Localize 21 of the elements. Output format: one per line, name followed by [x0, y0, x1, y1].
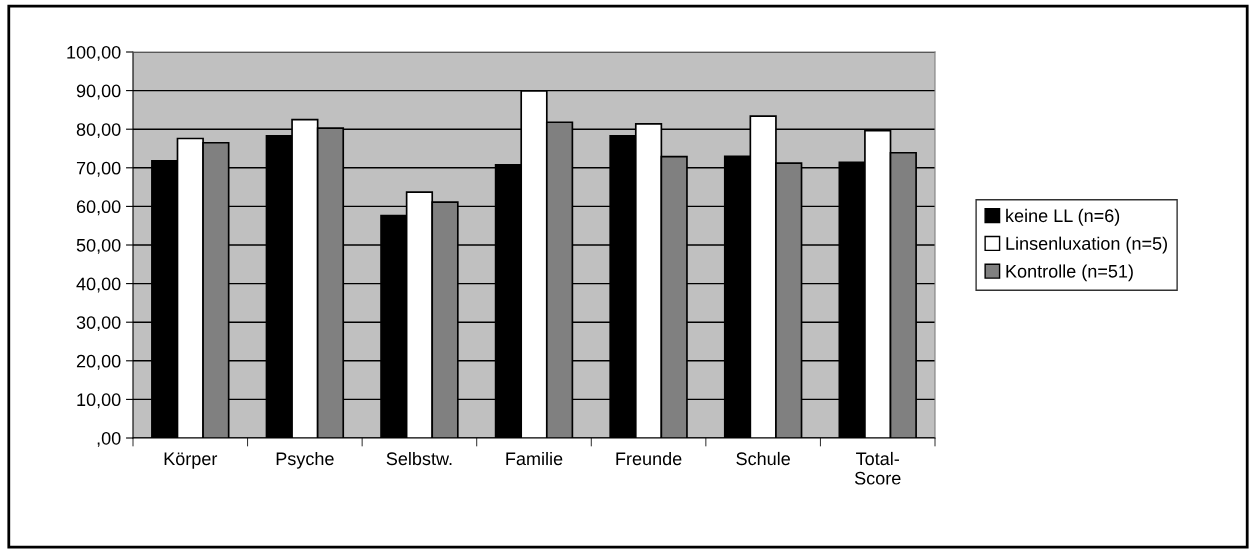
y-tick-label: 40,00: [76, 277, 121, 293]
x-tick-label: Körper: [164, 452, 218, 469]
legend-label: Linsenluxation (n=5): [1006, 236, 1167, 254]
y-tick-label: 90,00: [76, 84, 121, 100]
y-tick-label: 70,00: [76, 161, 121, 177]
x-tick-label: Psyche: [276, 451, 334, 469]
x-tick-label: Schule: [736, 451, 790, 466]
x-tick-label: Selbstw.: [386, 451, 452, 466]
y-tick-label: 80,00: [76, 123, 121, 139]
y-tick-label: 20,00: [76, 354, 121, 370]
y-tick-label: ,00: [97, 431, 121, 447]
y-tick-label: 30,00: [76, 316, 121, 332]
x-tick-label: Total- Score: [854, 451, 901, 485]
y-tick-label: 50,00: [76, 238, 121, 254]
x-tick-label: Freunde: [616, 451, 682, 466]
y-tick-label: 60,00: [76, 200, 121, 216]
y-tick-label: 100,00: [67, 45, 121, 61]
y-tick-label: 10,00: [77, 393, 121, 409]
legend-label: Kontrolle (n=51): [1006, 264, 1133, 282]
x-tick-label: Familie: [506, 451, 563, 466]
legend-label: keine LL (n=6): [1006, 208, 1120, 226]
